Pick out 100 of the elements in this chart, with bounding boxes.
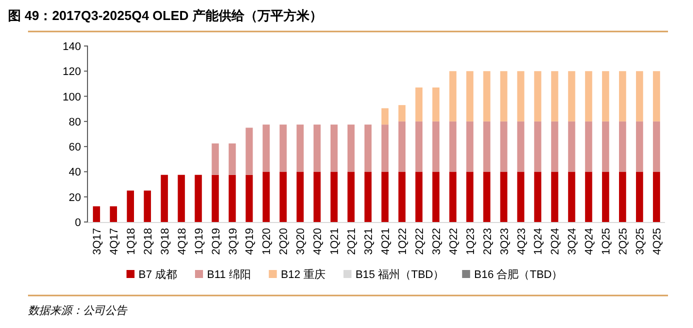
bar <box>602 71 610 122</box>
y-tick-label: 20 <box>68 192 81 204</box>
bar <box>432 121 440 172</box>
bar <box>330 172 338 222</box>
bar <box>246 174 253 222</box>
x-tick-label: 4Q22 <box>448 228 460 255</box>
bar <box>280 124 287 172</box>
bar <box>228 143 236 175</box>
bar <box>636 121 644 172</box>
x-tick-label: 1Q25 <box>600 228 613 255</box>
bar <box>160 174 168 222</box>
bar <box>415 172 422 222</box>
bar <box>432 87 440 122</box>
y-tick-label: 80 <box>68 116 81 128</box>
bar <box>585 121 592 172</box>
bar <box>280 172 287 222</box>
x-tick-label: 1Q24 <box>532 228 545 255</box>
legend-label: B12 重庆 <box>280 268 326 281</box>
bar <box>110 206 118 222</box>
y-tick-label: 140 <box>62 41 81 53</box>
x-tick-label: 1Q23 <box>464 228 477 255</box>
bar <box>652 71 660 122</box>
bar <box>314 172 321 222</box>
bar <box>296 172 304 222</box>
bar <box>517 71 524 122</box>
bar <box>262 172 270 222</box>
bar <box>381 124 389 172</box>
bar <box>347 172 355 222</box>
bar <box>178 174 185 222</box>
legend-label: B7 成都 <box>138 268 178 281</box>
bar <box>398 121 406 172</box>
x-tick-label: 2Q25 <box>618 228 630 255</box>
bar <box>144 190 151 222</box>
bar <box>126 190 134 222</box>
bar <box>636 71 644 122</box>
bar <box>602 172 610 222</box>
bar <box>415 87 422 122</box>
x-tick-label: 3Q21 <box>363 228 376 255</box>
x-tick-label: 2Q21 <box>346 228 358 255</box>
y-tick-label: 40 <box>68 166 81 179</box>
bar <box>483 121 490 172</box>
bar <box>517 121 524 172</box>
bar <box>262 124 270 172</box>
x-tick-label: 4Q23 <box>516 228 528 255</box>
x-tick-label: 4Q21 <box>380 228 392 255</box>
x-tick-label: 3Q25 <box>634 228 647 255</box>
bar <box>551 71 558 122</box>
bar <box>449 172 456 222</box>
x-tick-label: 4Q18 <box>176 228 188 255</box>
bar <box>652 121 660 172</box>
bar <box>330 124 338 172</box>
x-tick-label: 2Q18 <box>142 228 154 255</box>
bar <box>568 172 576 222</box>
x-tick-label: 1Q21 <box>329 228 342 255</box>
x-tick-label: 2Q22 <box>414 228 426 255</box>
x-tick-label: 4Q20 <box>312 228 324 255</box>
source-note: 数据来源：公司公告 <box>28 304 128 317</box>
bar <box>585 71 592 122</box>
bar <box>228 174 236 222</box>
bar <box>398 172 406 222</box>
bar <box>585 172 592 222</box>
bar <box>636 172 644 222</box>
bar <box>364 124 372 172</box>
bar <box>364 172 372 222</box>
bar <box>466 71 474 122</box>
legend-label: B15 福州（TBD） <box>355 268 444 281</box>
x-tick-label: 1Q20 <box>261 228 274 255</box>
bar <box>652 172 660 222</box>
bar <box>194 174 202 222</box>
bar <box>534 121 542 172</box>
bar <box>296 124 304 172</box>
bar <box>500 172 508 222</box>
bar <box>432 172 440 222</box>
bar <box>398 105 406 122</box>
y-tick-label: 60 <box>68 142 81 154</box>
x-tick-label: 3Q18 <box>159 228 172 255</box>
bar <box>212 143 219 175</box>
bar <box>568 121 576 172</box>
bar <box>246 128 253 175</box>
x-tick-label: 4Q19 <box>244 228 256 255</box>
bar <box>449 121 456 172</box>
y-tick-label: 100 <box>62 91 81 104</box>
bar <box>347 124 355 172</box>
bar <box>381 108 389 125</box>
bar <box>314 124 321 172</box>
bar <box>500 71 508 122</box>
bar <box>619 172 626 222</box>
x-tick-label: 4Q25 <box>652 228 664 255</box>
bar <box>483 71 490 122</box>
bar <box>534 71 542 122</box>
y-tick-label: 0 <box>74 217 81 229</box>
bar <box>466 121 474 172</box>
x-tick-label: 2Q24 <box>550 228 562 255</box>
x-tick-label: 1Q19 <box>193 228 206 255</box>
bar <box>449 71 456 122</box>
x-tick-label: 2Q23 <box>482 228 494 255</box>
bar <box>466 172 474 222</box>
bar <box>551 121 558 172</box>
x-tick-label: 1Q18 <box>125 228 138 255</box>
bar <box>483 172 490 222</box>
